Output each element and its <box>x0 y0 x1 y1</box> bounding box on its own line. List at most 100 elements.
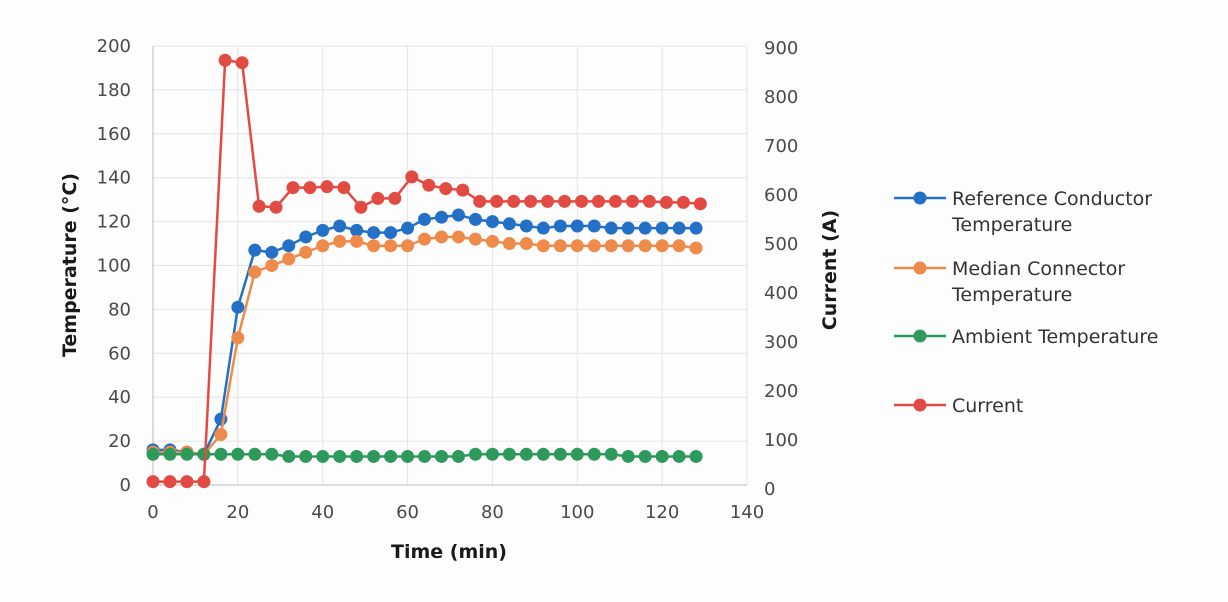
data-point <box>180 447 194 461</box>
data-point <box>502 217 516 231</box>
y-tick-label: 120 <box>97 212 131 233</box>
y-tick-label: 20 <box>108 431 131 452</box>
y-tick-label: 180 <box>97 80 131 101</box>
y-tick-label: 100 <box>97 256 131 277</box>
data-point <box>519 447 533 461</box>
data-point <box>146 447 160 461</box>
data-point <box>524 194 538 208</box>
data-point <box>401 239 415 253</box>
data-point <box>214 428 228 442</box>
x-tick-label: 80 <box>481 502 504 523</box>
x-tick-label: 0 <box>147 502 158 523</box>
data-point <box>621 449 635 463</box>
data-point <box>316 449 330 463</box>
data-point <box>536 239 550 253</box>
y-tick-label: 140 <box>97 168 131 189</box>
x-tick-label: 140 <box>730 502 764 523</box>
data-point <box>655 449 669 463</box>
data-point <box>587 239 601 253</box>
data-point <box>587 219 601 233</box>
data-point <box>676 195 690 209</box>
data-point <box>575 194 589 208</box>
data-point <box>570 239 584 253</box>
x-tick-label: 60 <box>396 502 419 523</box>
legend-swatch-marker <box>913 191 927 205</box>
data-point <box>451 449 465 463</box>
data-point <box>485 215 499 229</box>
data-point <box>693 197 707 211</box>
data-point <box>333 449 347 463</box>
x-tick-label: 20 <box>226 502 249 523</box>
data-point <box>265 245 279 259</box>
data-point <box>655 239 669 253</box>
legend-label-line: Temperature <box>951 284 1072 306</box>
y2-tick-label: 500 <box>764 234 798 255</box>
data-point <box>451 208 465 222</box>
y-tick-label: 0 <box>120 475 131 496</box>
series-line <box>153 59 701 483</box>
data-point <box>558 194 572 208</box>
data-point <box>303 181 317 195</box>
data-point <box>490 194 504 208</box>
legend-swatch-marker <box>913 398 927 412</box>
y2-tick-label: 0 <box>764 479 775 500</box>
data-point <box>218 53 232 67</box>
y2-tick-label: 200 <box>764 381 798 402</box>
data-point <box>468 447 482 461</box>
data-point <box>282 239 296 253</box>
y2-axis-title: Current (A) <box>819 210 841 330</box>
data-point <box>604 447 618 461</box>
data-point <box>689 221 703 235</box>
data-point <box>197 447 211 461</box>
data-point <box>473 194 487 208</box>
data-point <box>689 241 703 255</box>
data-point <box>269 200 283 214</box>
data-point <box>604 239 618 253</box>
data-point <box>405 170 419 184</box>
legend-item: Reference Conductor Temperature <box>894 188 1152 236</box>
data-point <box>435 210 449 224</box>
data-point <box>625 194 639 208</box>
data-point <box>235 56 249 70</box>
data-point <box>435 230 449 244</box>
y-axis-title: Temperature (°C) <box>59 173 81 357</box>
legend-swatch-marker <box>913 261 927 275</box>
legend-label-line: Reference Conductor <box>952 188 1152 210</box>
data-point <box>333 234 347 248</box>
legend-item: Current <box>894 395 1023 417</box>
data-point <box>553 239 567 253</box>
data-point <box>570 447 584 461</box>
data-point <box>608 194 622 208</box>
y-tick-label: 80 <box>108 299 131 320</box>
data-point <box>214 447 228 461</box>
data-point <box>672 239 686 253</box>
data-point <box>299 230 313 244</box>
data-point <box>659 195 673 209</box>
data-point <box>350 234 364 248</box>
legend-swatch-marker <box>913 329 927 343</box>
data-point <box>248 265 262 279</box>
data-point <box>320 180 334 194</box>
data-point <box>367 449 381 463</box>
data-point <box>248 447 262 461</box>
data-point <box>592 194 605 208</box>
y2-tick-label: 700 <box>764 136 798 157</box>
data-point <box>231 447 245 461</box>
y2-tick-label: 900 <box>764 38 798 59</box>
data-point <box>642 194 656 208</box>
data-point <box>422 178 436 192</box>
data-point <box>468 232 482 246</box>
y-tick-label: 160 <box>97 124 131 145</box>
series-layer <box>146 53 707 489</box>
data-point <box>146 475 160 489</box>
data-point <box>485 234 499 248</box>
y-tick-label: 200 <box>97 36 131 57</box>
data-point <box>418 212 432 226</box>
data-point <box>689 449 703 463</box>
data-point <box>418 449 432 463</box>
data-point <box>553 447 567 461</box>
x-tick-label: 40 <box>311 502 334 523</box>
data-point <box>180 475 194 489</box>
data-point <box>350 449 364 463</box>
data-point <box>282 252 296 266</box>
